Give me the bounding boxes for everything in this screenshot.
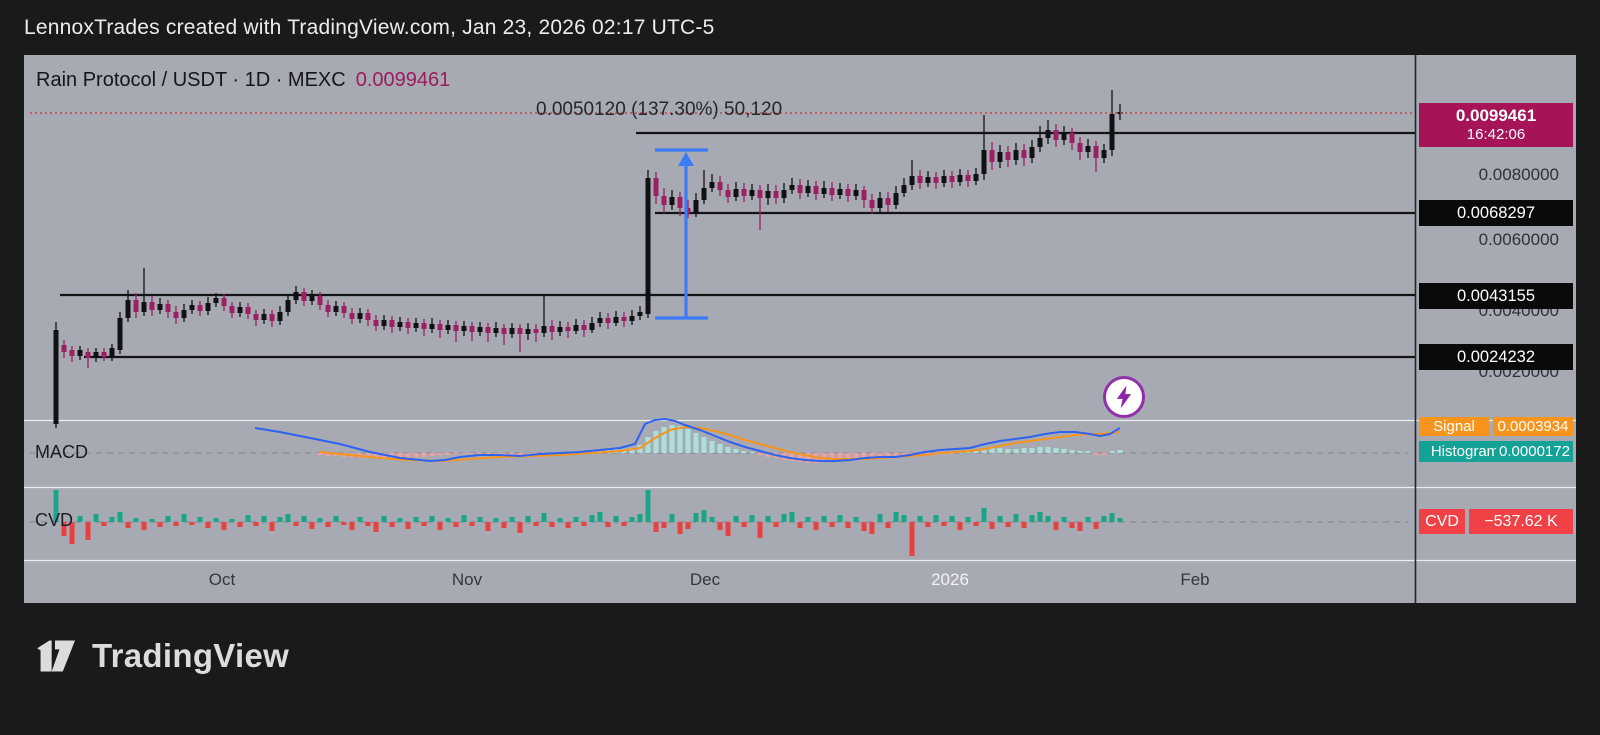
cvd-label-badge: CVD	[1419, 509, 1465, 534]
price-level-badge: 0.0043155	[1419, 283, 1573, 309]
footer-branding[interactable]: TradingView	[32, 636, 289, 676]
price-level-badge: 0.0024232	[1419, 344, 1573, 370]
time-axis-label: 2026	[931, 570, 969, 589]
macd-histogram-label-badge: Histogram	[1419, 441, 1511, 462]
chart-background	[24, 55, 1576, 603]
lightning-icon	[1116, 385, 1132, 409]
time-axis-label: Dec	[689, 570, 721, 589]
macd-pane-label: MACD	[35, 442, 88, 462]
price-level-badge: 0.0068297	[1419, 200, 1573, 226]
price-range-measure-label: 0.0050120 (137.30%) 50,120	[536, 99, 783, 120]
boost-button[interactable]	[1103, 376, 1145, 418]
time-axis-label: Nov	[451, 570, 483, 589]
current-price-value: 0.0099461	[1455, 106, 1537, 125]
symbol-title: Rain Protocol / USDT · 1D · MEXC 0.009946…	[36, 69, 450, 92]
time-axis-label: Feb	[1180, 570, 1210, 589]
current-price-badge: 0.0099461 16:42:06	[1419, 103, 1573, 147]
macd-histogram-value-badge: 0.0000172	[1496, 441, 1573, 462]
bar-close-countdown: 16:42:06	[1466, 126, 1526, 144]
time-axis-label: Oct	[208, 570, 236, 589]
price-axis-label: 0.0060000	[1478, 230, 1559, 249]
symbol-name: Rain Protocol / USDT · 1D · MEXC	[36, 69, 346, 91]
macd-signal-value-badge: 0.0003934	[1493, 417, 1573, 436]
symbol-last-price: 0.0099461	[355, 69, 451, 91]
cvd-value-badge: −537.62 K	[1469, 509, 1573, 534]
watermark-text: LennoxTrades created with TradingView.co…	[24, 16, 715, 39]
cvd-pane-label: CVD	[35, 510, 74, 530]
price-axis-label: 0.0080000	[1478, 165, 1559, 184]
tradingview-logo-icon	[37, 640, 75, 672]
tradingview-brand-text: TradingView	[92, 637, 290, 674]
chart-canvas[interactable]	[24, 55, 1576, 603]
macd-signal-label-badge: Signal	[1419, 417, 1489, 436]
